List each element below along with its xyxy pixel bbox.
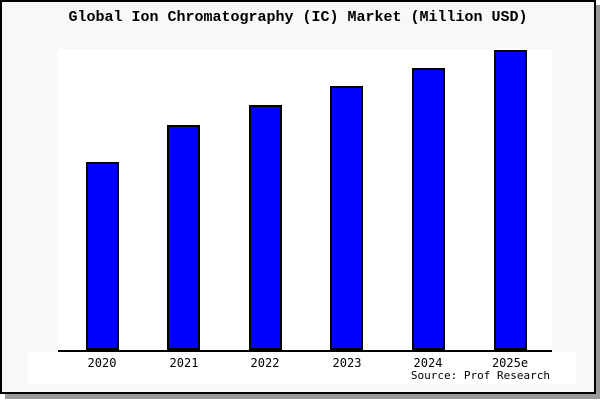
x-tick-label-2024: 2024: [413, 356, 443, 370]
x-tick-label-2025e: 2025e: [491, 356, 529, 370]
plot-area: [58, 49, 552, 352]
chart-title: Global Ion Chromatography (IC) Market (M…: [68, 9, 528, 26]
bar-2020: [86, 162, 119, 350]
axis-label-strip: [28, 352, 576, 384]
x-tick-label-2023: 2023: [332, 356, 362, 370]
x-tick-label-2020: 2020: [87, 356, 117, 370]
x-tick-label-2021: 2021: [169, 356, 199, 370]
bar-2021: [167, 125, 200, 350]
bar-2023: [330, 86, 363, 350]
bar-2022: [249, 105, 282, 350]
chart-frame: Global Ion Chromatography (IC) Market (M…: [0, 0, 596, 394]
bar-2024: [412, 68, 445, 350]
source-note: Source: Prof Research: [410, 369, 550, 382]
x-axis-labels: 2020 2021 2022 2023 2024 2025e: [2, 356, 594, 372]
bar-2025e: [494, 50, 527, 350]
x-tick-label-2022: 2022: [250, 356, 280, 370]
